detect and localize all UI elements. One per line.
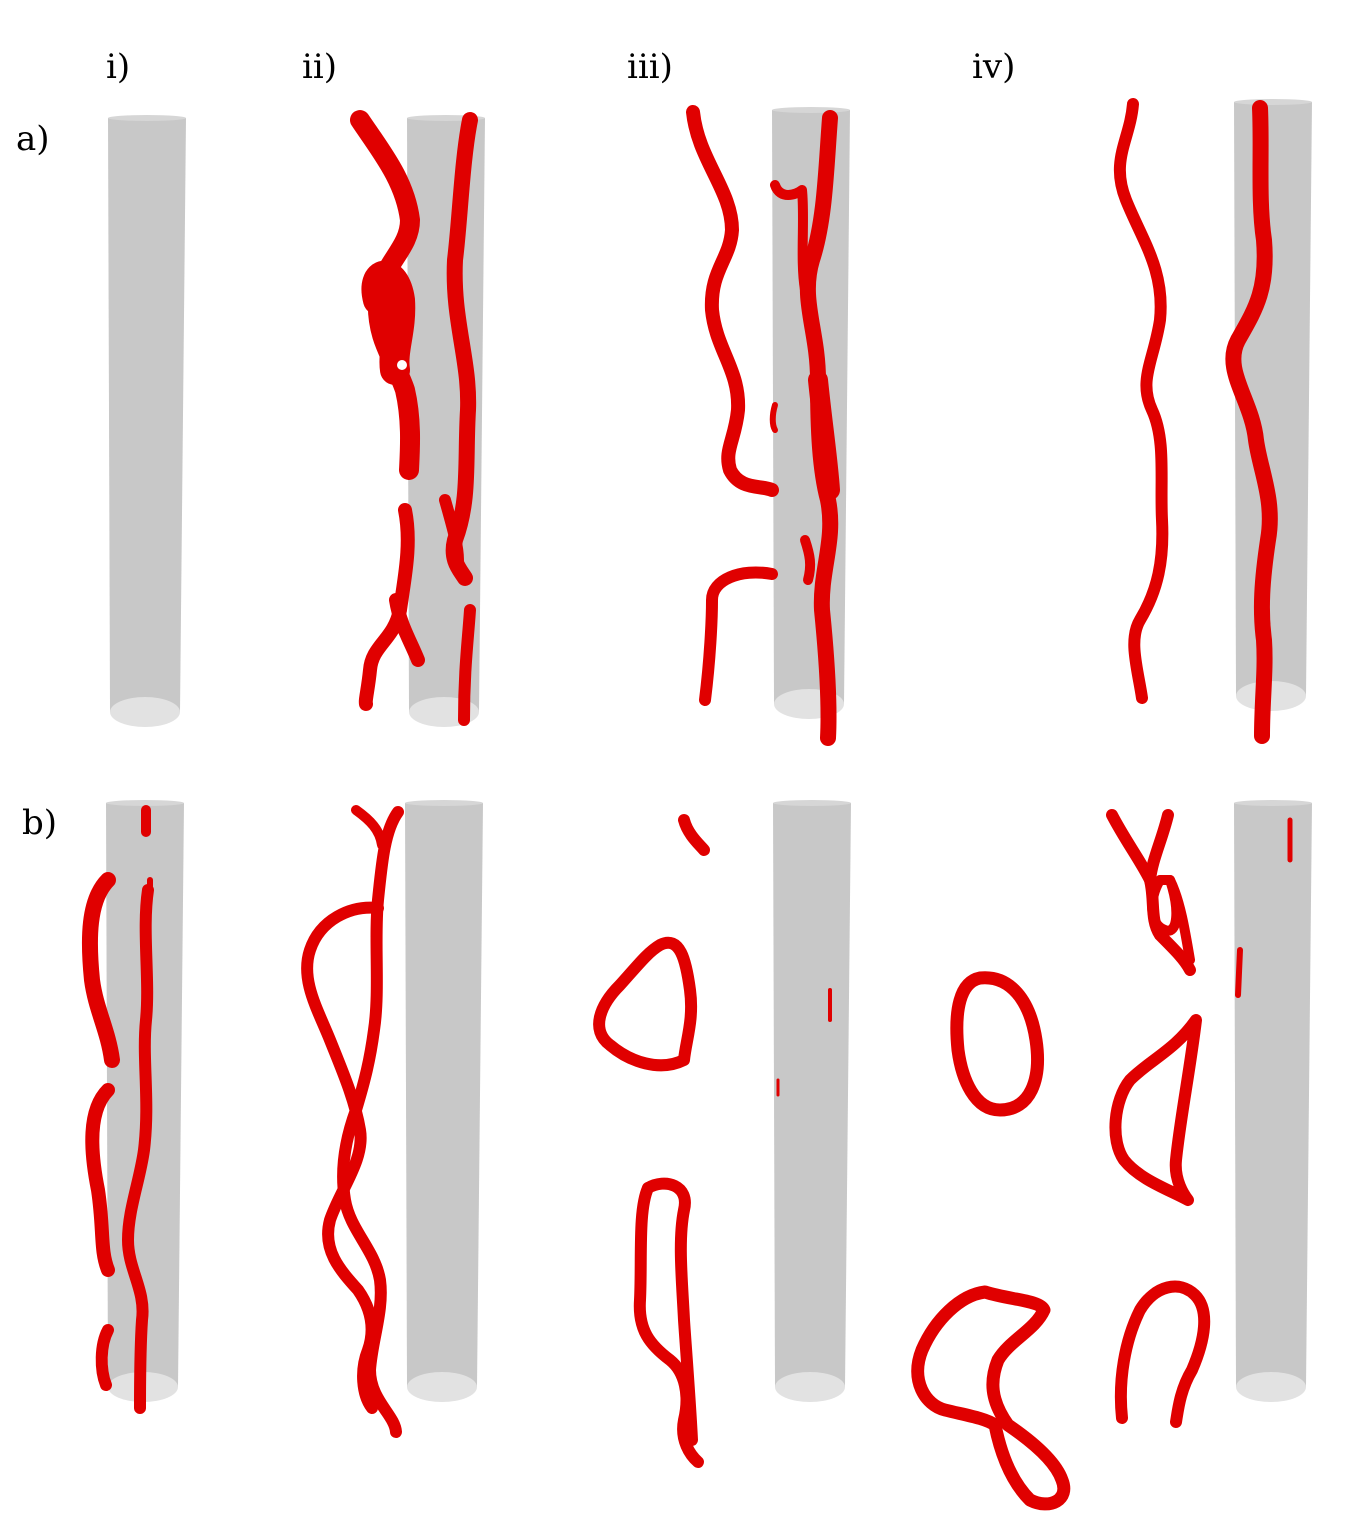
vortex-structure — [686, 105, 840, 746]
panel-a-ii — [350, 110, 485, 727]
column-label-iv: iv) — [972, 47, 1016, 87]
vortex-structure — [350, 110, 478, 726]
column-label-i: i) — [106, 47, 131, 87]
panel-a-iii — [686, 105, 850, 746]
row-label-a: a) — [16, 119, 50, 159]
cylinder — [1234, 800, 1312, 1402]
cylinder — [773, 800, 851, 1402]
vortex-structure — [301, 805, 404, 1438]
hole — [397, 360, 407, 370]
vortex-structure — [81, 805, 154, 1414]
vortex-structure — [1113, 98, 1278, 744]
cylinder — [108, 115, 186, 727]
panel-b-iv — [911, 800, 1312, 1511]
panel-a-iv — [1113, 98, 1312, 744]
panel-b-iii — [593, 800, 851, 1468]
cylinder — [405, 800, 483, 1402]
panel-a-i — [108, 115, 186, 727]
column-label-ii: ii) — [302, 47, 338, 87]
vortex-structure — [593, 814, 832, 1468]
column-label-iii: iii) — [627, 47, 673, 87]
panel-b-ii — [301, 800, 483, 1438]
panel-b-i — [81, 800, 184, 1414]
row-label-b: b) — [22, 803, 58, 843]
vortex-structure — [911, 809, 1293, 1511]
